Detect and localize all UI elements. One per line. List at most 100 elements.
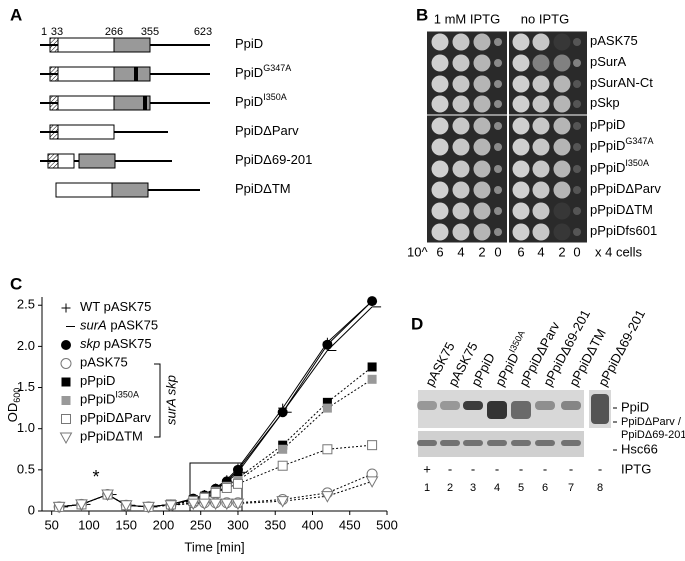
panel-letter: D — [411, 314, 423, 333]
tm-domain — [47, 153, 59, 169]
marker — [209, 498, 222, 511]
legend-marker — [60, 358, 72, 369]
superscript: I350A — [263, 92, 287, 102]
colony-spot — [431, 223, 449, 241]
x-tick-label: 250 — [190, 517, 212, 532]
colony-spot — [553, 95, 571, 113]
marker — [367, 440, 378, 451]
label-text: pASK75 — [104, 299, 152, 314]
colony-spot — [452, 223, 470, 241]
subscript: 600 — [12, 388, 22, 403]
band — [463, 401, 483, 410]
colony-spot — [553, 54, 571, 72]
legend-marker — [61, 303, 71, 313]
construct-label: PpiDI350A — [235, 92, 287, 109]
dilution-prefix: 10^ — [407, 244, 428, 259]
dilution-label: 4 — [457, 244, 464, 259]
superscript: I350A — [115, 390, 139, 400]
label-text: pPpiD — [590, 160, 625, 175]
construct-label: PpiDΔTM — [235, 181, 291, 196]
colony-spot — [452, 117, 470, 135]
band — [511, 440, 531, 446]
colony-spot — [532, 223, 550, 241]
band — [417, 401, 437, 410]
band — [535, 440, 555, 446]
iptg-sign: - — [471, 461, 475, 476]
strain-label: pPpiDfs601 — [590, 223, 657, 238]
dilution-label: 0 — [494, 244, 501, 259]
colony-spot — [452, 181, 470, 199]
condition-label: 1 mM IPTG — [434, 11, 500, 26]
marker — [322, 397, 332, 407]
marker — [278, 444, 288, 454]
parvulin-domain — [113, 66, 151, 82]
marker — [210, 487, 221, 498]
colony-spot — [512, 95, 530, 113]
colony-spot — [532, 33, 550, 51]
label-text: pASK75 — [590, 33, 638, 48]
colony-spot — [512, 223, 530, 241]
marker — [220, 498, 234, 511]
iptg-sign: - — [495, 461, 499, 476]
colony-spot — [494, 59, 502, 67]
band-label: PpiDΔ69-201 — [621, 429, 685, 441]
residue-position: 1 — [41, 26, 47, 38]
colony-spot — [573, 228, 581, 236]
label-text: pPpiDΔParv — [590, 181, 661, 196]
colony-spot — [512, 202, 530, 220]
construct-label: PpiD — [235, 36, 263, 51]
iptg-sign: - — [543, 461, 547, 476]
colony-spot — [573, 59, 581, 67]
legend-label: pPpiD — [80, 373, 115, 388]
dilution-suffix: x 4 cells — [595, 244, 642, 259]
label-text: pSurA — [590, 54, 626, 69]
label-text: PpiD — [235, 65, 263, 80]
colony-spot — [553, 160, 571, 178]
strain-label: pPpiD — [590, 117, 625, 132]
lane-number: 5 — [518, 482, 524, 494]
colony-spot — [532, 54, 550, 72]
colony-spot — [452, 54, 470, 72]
marker — [221, 482, 232, 493]
colony-spot — [573, 207, 581, 215]
panel-letter: B — [416, 5, 428, 24]
x-tick-label: 100 — [78, 517, 100, 532]
colony-spot — [512, 160, 530, 178]
legend-bracket — [154, 363, 161, 438]
colony-spot — [431, 33, 449, 51]
iptg-label: IPTG — [621, 461, 651, 476]
marker — [142, 501, 155, 514]
y-tick-label: 1.0 — [17, 420, 35, 435]
colony-spot — [431, 95, 449, 113]
lane-number: 7 — [568, 482, 574, 494]
colony-spot — [452, 160, 470, 178]
colony-spot — [512, 181, 530, 199]
mutation — [143, 96, 147, 110]
legend-marker — [61, 414, 71, 424]
mutation — [134, 67, 138, 81]
marker — [367, 362, 377, 372]
colony-spot — [532, 95, 550, 113]
panel-letter: A — [10, 5, 22, 24]
label-text: PpiDΔParv — [235, 123, 299, 138]
band — [591, 394, 609, 424]
domain — [57, 153, 75, 169]
colony-spot — [573, 38, 581, 46]
colony-spot — [532, 75, 550, 93]
colony-spot — [532, 117, 550, 135]
colony-spot — [494, 80, 502, 88]
x-tick-label: 400 — [302, 517, 324, 532]
colony-spot — [553, 117, 571, 135]
legend-marker — [61, 377, 71, 387]
marker — [365, 476, 379, 488]
colony-spot — [573, 143, 581, 151]
label-text: pPpiD — [80, 392, 115, 407]
bracket-label: surA skp — [163, 375, 178, 425]
colony-spot — [431, 117, 449, 135]
marker — [276, 496, 290, 508]
x-tick-label: 150 — [115, 517, 137, 532]
marker — [322, 339, 333, 350]
colony-spot — [473, 138, 491, 156]
dilution-label: 4 — [537, 244, 544, 259]
